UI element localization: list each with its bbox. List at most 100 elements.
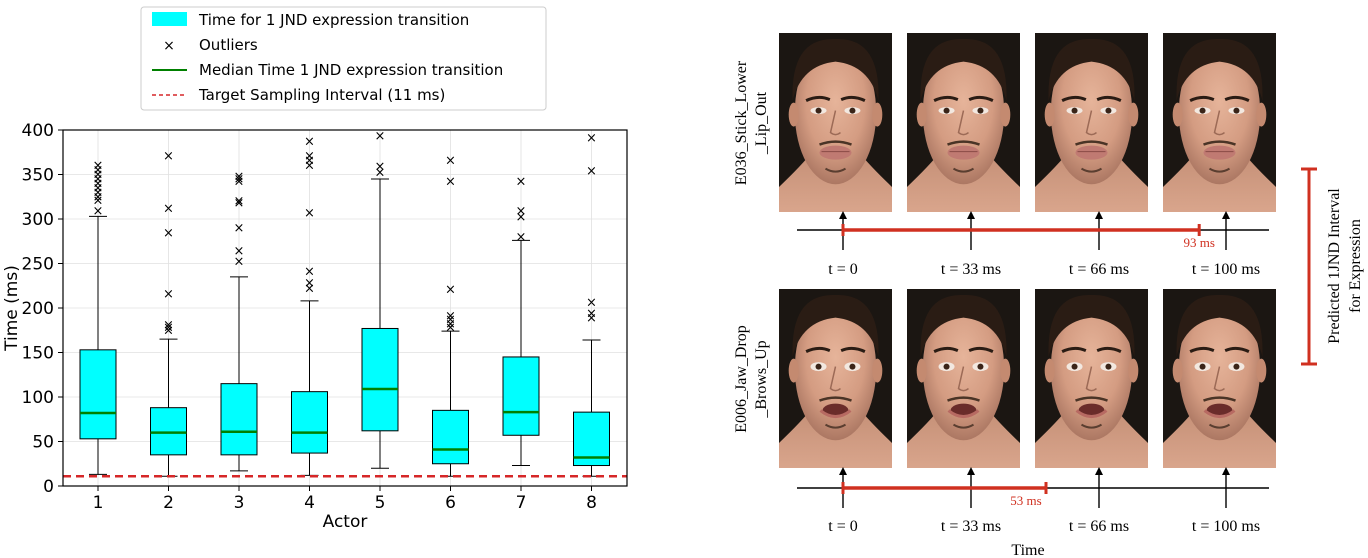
outlier-marker: × (445, 313, 456, 328)
legend-frame (140, 6, 547, 111)
mustache (1075, 140, 1108, 146)
outlier-marker: × (93, 159, 104, 174)
frame-time-label: t = 66 ms (1069, 261, 1129, 278)
brow-right (840, 95, 866, 102)
nose (957, 110, 969, 136)
pupil-left (943, 363, 950, 370)
brow-right (1224, 95, 1250, 102)
outlier-marker: × (93, 176, 104, 191)
y-tick-label: 350 (22, 166, 54, 186)
frame-time-label: t = 33 ms (941, 261, 1001, 278)
outlier-marker: × (304, 149, 315, 164)
y-tick-label: 300 (22, 210, 54, 230)
ear-right (1000, 102, 1011, 127)
timeline-row-1: t = 0 t = 33 ms t = 66 ms t = 100 ms 93 ms (797, 211, 1269, 278)
x-tick-label: 8 (586, 493, 597, 513)
outlier-marker: × (93, 181, 104, 196)
face-frame (779, 289, 892, 468)
outlier-marker: × (234, 175, 245, 190)
nose (829, 366, 841, 392)
frame-time-label: t = 66 ms (1069, 518, 1129, 535)
face-frame (1163, 33, 1276, 212)
box-actor-6: ××××××× (432, 153, 469, 477)
interval-label: 93 ms (1183, 235, 1214, 250)
box-iqr (291, 391, 328, 454)
hair (920, 38, 1007, 101)
brow-right (1224, 346, 1250, 353)
brow-left (1189, 95, 1215, 102)
row-2-name-line-2: _Brows_Up (753, 340, 770, 418)
mustache (947, 396, 980, 402)
brow-left (933, 346, 959, 353)
lips-pout (1075, 145, 1108, 160)
frame-arrowhead (839, 211, 847, 219)
brow-left (805, 95, 831, 102)
outlier-marker: × (586, 164, 597, 179)
box-actor-7: ×××× (502, 175, 540, 467)
chin-hair (1208, 167, 1231, 173)
box-actor-1: ×××××××××× (79, 159, 117, 475)
frame-time-label: t = 0 (828, 261, 857, 278)
chin-hair (1080, 423, 1103, 429)
mustache (1203, 140, 1236, 146)
face-frame (1035, 289, 1148, 468)
chin-hair (952, 423, 975, 429)
row-2-name-line-1: E006_Jaw_Drop (733, 325, 750, 433)
hair (1048, 294, 1135, 357)
interval-legend-line-1: Predicted 1JND Interval (1326, 188, 1343, 344)
frame-time-label: t = 33 ms (941, 518, 1001, 535)
hair (1048, 38, 1135, 101)
outlier-marker: × (304, 135, 315, 150)
outlier-marker: × (234, 169, 245, 184)
lower-lip (1075, 409, 1108, 419)
frame-arrowhead (1095, 467, 1103, 475)
ear-right (872, 358, 883, 383)
box-actor-8: ××××× (573, 131, 610, 477)
outlier-marker: × (163, 226, 174, 241)
hair (1176, 38, 1263, 101)
ear-left (1172, 102, 1183, 127)
pupil-right (1105, 107, 1112, 114)
outlier-marker: × (163, 287, 174, 302)
ear-left (1044, 102, 1055, 127)
legend-outlier-marker: × (163, 38, 175, 54)
timeline-row-2: t = 0 t = 33 ms t = 66 ms t = 100 ms 53 ms (797, 467, 1269, 535)
face-frame (779, 33, 892, 212)
pupil-right (1105, 363, 1112, 370)
ear-left (916, 358, 927, 383)
box-iqr (502, 356, 540, 436)
nose (829, 110, 841, 136)
box-series: ××××××××××××××××××××××××××××××××××××××××… (79, 129, 610, 477)
pupil-right (849, 107, 856, 114)
x-tick-label: 7 (516, 493, 527, 513)
mustache (1203, 396, 1236, 402)
pupil-left (815, 107, 822, 114)
outlier-marker: × (304, 281, 315, 296)
box-iqr (361, 327, 399, 432)
ear-right (1256, 358, 1267, 383)
brow-left (933, 95, 959, 102)
pupil-left (1199, 107, 1206, 114)
outlier-marker: × (234, 194, 245, 209)
outlier-marker: × (304, 265, 315, 280)
outlier-marker: × (586, 131, 597, 146)
interval-legend-bracket (1301, 167, 1317, 366)
outlier-marker: × (516, 210, 527, 225)
y-axis-label: Time (ms) (2, 265, 22, 352)
outlier-marker: × (93, 172, 104, 187)
mustache (1075, 396, 1108, 402)
outlier-marker: × (445, 175, 456, 190)
nose (1085, 366, 1097, 392)
y-tick-label: 0 (43, 477, 54, 497)
ear-left (1172, 358, 1183, 383)
outlier-marker: × (445, 153, 456, 168)
row-1-name-line-1: E036_Stick_Lower (733, 60, 750, 185)
box-iqr (220, 383, 258, 456)
x-axis-label: Actor (323, 512, 368, 532)
face-row-1 (779, 33, 1276, 212)
outlier-marker: × (234, 196, 245, 211)
brow-left (1189, 346, 1215, 353)
brow-right (968, 346, 994, 353)
ear-left (788, 358, 799, 383)
brow-right (1096, 95, 1122, 102)
